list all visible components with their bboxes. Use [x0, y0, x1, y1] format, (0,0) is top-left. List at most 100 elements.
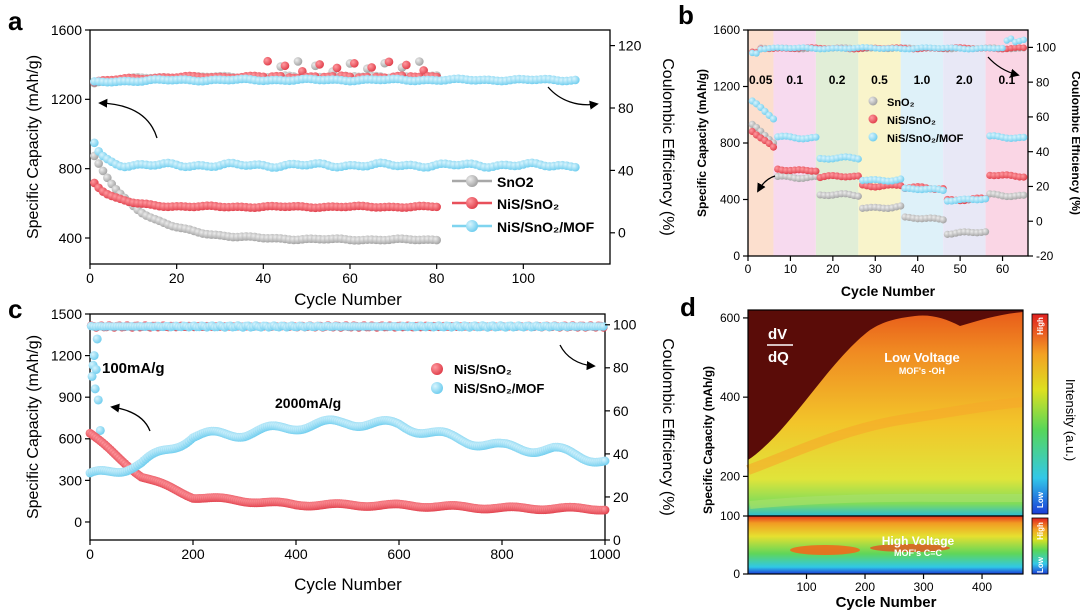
y-tick-label: 100 [720, 509, 740, 523]
rate-capacity-point [769, 143, 778, 151]
activation-point [92, 334, 102, 344]
colorbar-upper-low: Low [1036, 491, 1045, 508]
panel-c-ylabel: Specific Capacity (mAh/g) [25, 335, 42, 519]
panel-label-d: d [680, 292, 696, 322]
y2-tick-label: 40 [618, 162, 634, 178]
panel-c-points [85, 321, 610, 515]
rate-band [773, 30, 816, 256]
panel-a-points [90, 56, 580, 245]
x-tick-label: 40 [256, 270, 272, 286]
panel-c-left-arrow [110, 403, 151, 432]
activation-point [90, 384, 100, 394]
y2-tick-label: 40 [613, 446, 629, 462]
legend-marker-nis [466, 197, 478, 209]
y-tick-label: 400 [720, 390, 740, 404]
y-tick-label: 400 [720, 193, 740, 207]
rate-label: 0.1 [786, 73, 803, 87]
high-voltage-sublabel: MOF's C=C [894, 548, 942, 558]
ce-point-nis-sno2 [350, 59, 359, 68]
y-tick-label: 1600 [713, 23, 740, 37]
legend-marker-mof [466, 220, 478, 232]
low-voltage-sublabel: MOF's -OH [899, 366, 945, 376]
legend-marker-sno2 [466, 175, 478, 187]
x-tick-label: 100 [512, 270, 536, 286]
x-tick-label: 800 [490, 546, 514, 562]
y-tick-label: 1200 [51, 91, 82, 107]
y-tick-label: 900 [59, 389, 83, 405]
rate-band [858, 30, 901, 256]
x-tick-label: 0 [86, 270, 94, 286]
panel-a-ticks: 0 20 40 60 80 100 400 800 1200 1600 0 40 80 120 [51, 22, 642, 286]
y-tick-label: 1600 [51, 22, 82, 38]
rate-ce-point [1020, 36, 1027, 44]
panel-b-rate-labels: 0.05 0.1 0.2 0.5 1.0 2.0 0.1 [749, 73, 1015, 87]
capacity-point-sno2 [103, 173, 112, 183]
x-tick-label: 200 [855, 580, 875, 594]
x-tick-label: 10 [784, 262, 798, 276]
ce-point-sno2 [415, 57, 424, 66]
rate-capacity-point [854, 172, 862, 180]
rate-label: 2.0 [956, 73, 973, 87]
panel-a-legend: SnO2 NiS/SnO₂ NiS/SnO₂/MOF [452, 174, 595, 235]
annotation-2000mag: 2000mA/g [275, 395, 341, 411]
x-tick-label: 40 [911, 262, 925, 276]
capacity-point-nis-sno2-mof [90, 138, 99, 148]
x-tick-label: 60 [996, 262, 1010, 276]
rate-band [943, 30, 986, 256]
y2-tick-label: 0 [618, 225, 626, 241]
panel-b-legend-sno2: SnO₂ [887, 97, 915, 109]
y-tick-label: 400 [59, 230, 83, 246]
low-voltage-label: Low Voltage [884, 350, 960, 365]
rate-band [815, 30, 859, 256]
x-tick-label: 100 [796, 580, 816, 594]
annotation-100mag: 100mA/g [102, 360, 165, 377]
y2-tick-label: -20 [1036, 249, 1054, 263]
x-tick-label: 80 [429, 270, 445, 286]
x-tick-label: 20 [169, 270, 185, 286]
x-tick-label: 200 [181, 546, 205, 562]
x-tick-label: 1000 [589, 546, 620, 562]
panel-a-right-arrow [547, 86, 599, 110]
activation-point [95, 425, 105, 435]
rate-label: 0.5 [871, 73, 888, 87]
activation-point [89, 351, 99, 361]
rate-capacity-point [854, 192, 862, 200]
x-tick-label: 300 [914, 580, 934, 594]
y2-tick-label: 40 [1036, 145, 1050, 159]
panel-d-ticks: 100 200 300 400 0 100 200 400 600 [720, 311, 992, 594]
activation-point [87, 371, 97, 381]
dvdq-numerator: dV [768, 326, 787, 343]
rate-label: 0.1 [998, 73, 1015, 87]
rate-capacity-point [1020, 173, 1028, 181]
panel-c-y2label: Coulombic Efficiency (%) [659, 338, 676, 516]
y-tick-label: 0 [733, 567, 740, 581]
capacity-point-nis-sno2 [432, 202, 441, 212]
rate-label: 0.05 [749, 73, 773, 87]
colorbar-lower-high: High [1036, 522, 1045, 540]
rate-capacity-point [939, 216, 947, 224]
high-voltage-label: High Voltage [882, 534, 955, 548]
cycle-capacity-point [600, 456, 610, 466]
x-tick-label: 400 [972, 580, 992, 594]
panel-c-legend: NiS/SnO₂ NiS/SnO₂/MOF [431, 362, 544, 396]
y-tick-label: 600 [59, 431, 83, 447]
y-tick-label: 0 [74, 514, 82, 530]
ce-point-nis-sno2 [315, 60, 324, 69]
panel-c-xlabel: Cycle Number [294, 575, 402, 594]
x-tick-label: 0 [745, 262, 752, 276]
panel-b-chart: 0 10 20 30 40 50 60 0 400 800 1200 1600 -20 0 20 40 60 80… [695, 23, 1080, 299]
rate-ce-point [753, 50, 760, 57]
y-tick-label: 300 [59, 472, 83, 488]
panel-b-legend: SnO₂ NiS/SnO₂ NiS/SnO₂/MOF [868, 96, 964, 145]
y2-tick-label: 100 [613, 317, 637, 333]
ce-point-sno2 [293, 57, 303, 66]
cycle-ce-point [599, 322, 608, 331]
y-tick-label: 1200 [713, 80, 740, 94]
panel-a-left-arrow [98, 98, 158, 139]
rate-capacity-point [897, 202, 905, 210]
rate-capacity-point [939, 186, 947, 195]
panel-label-b: b [678, 0, 694, 30]
y-tick-label: 0 [733, 249, 740, 263]
y-tick-label: 1500 [51, 306, 82, 322]
colorbar-label: Intensity (a.u.) [1063, 379, 1078, 461]
